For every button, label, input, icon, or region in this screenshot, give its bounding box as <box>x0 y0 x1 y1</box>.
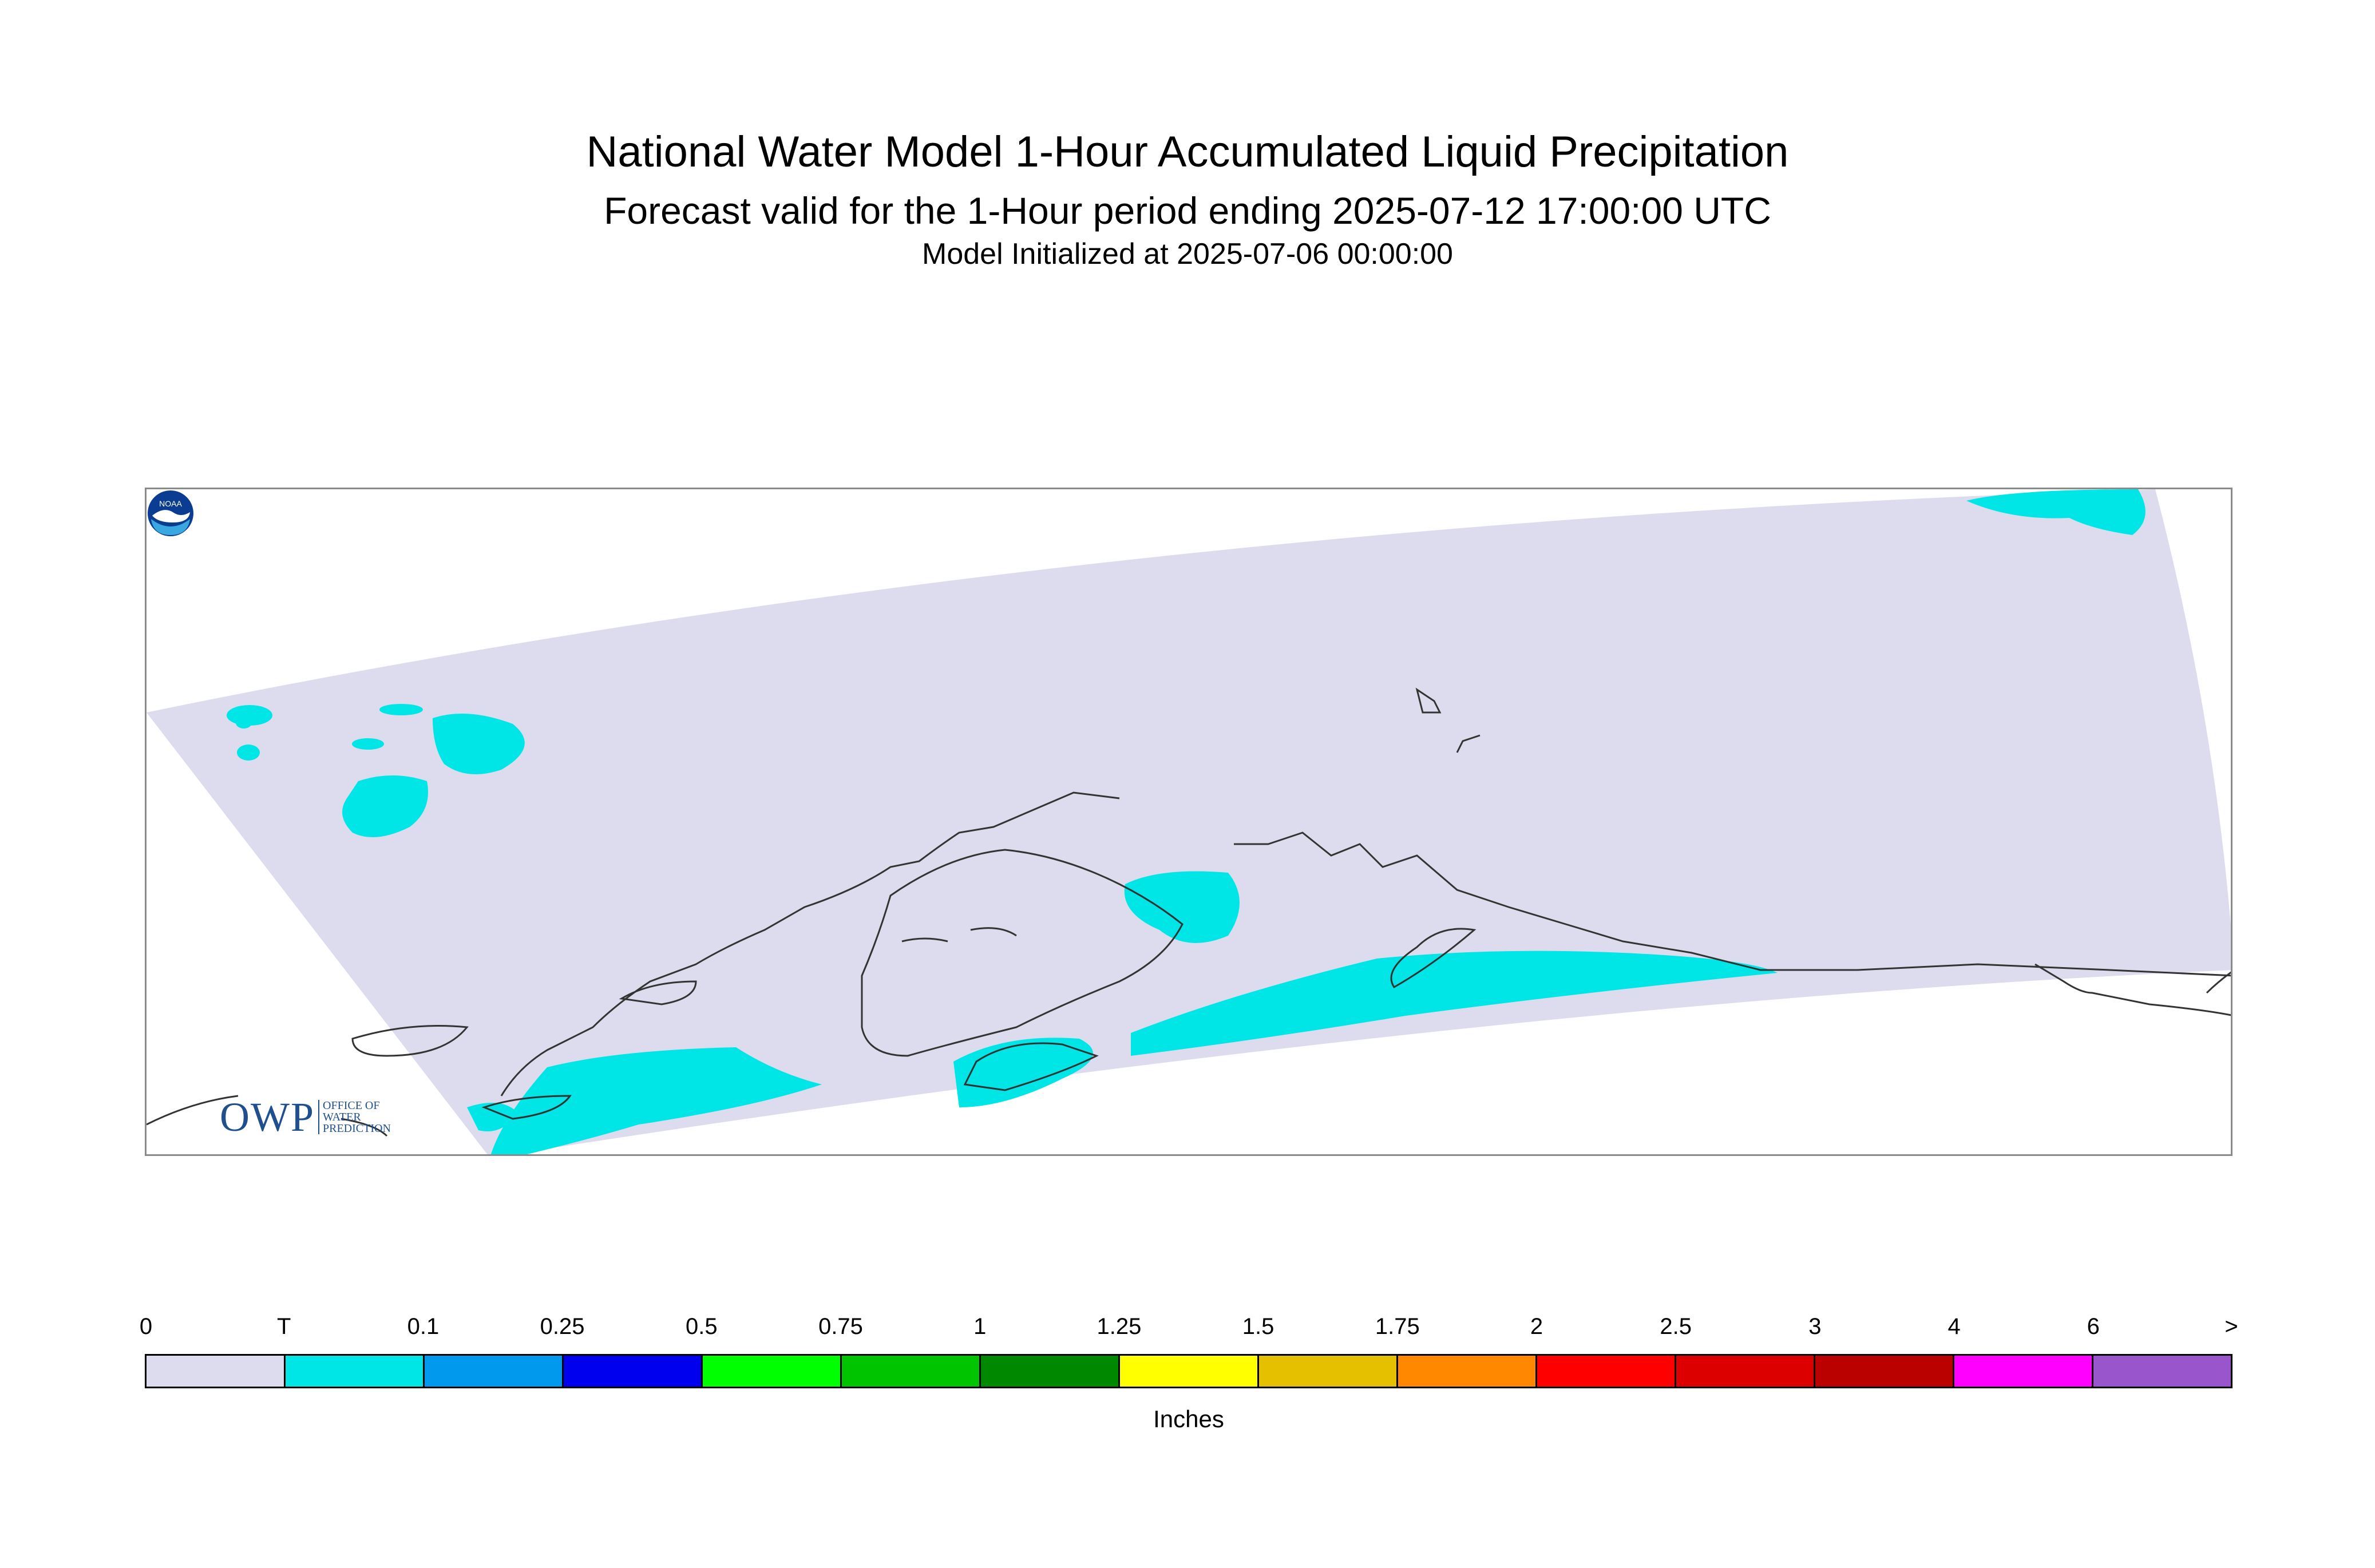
legend-swatch <box>425 1356 564 1387</box>
outside-domain-topright <box>2155 489 2231 925</box>
legend-swatch <box>286 1356 425 1387</box>
legend-swatch <box>1676 1356 1815 1387</box>
coastline <box>351 1025 469 1057</box>
coastline <box>619 980 697 1005</box>
color-legend: 0 T 0.1 0.25 0.5 0.75 1 1.25 1.5 1.75 2 2.5 3 4 6 > Inc… <box>140 1314 2238 1446</box>
coastline <box>2034 963 2231 1016</box>
coastline <box>1234 831 2231 977</box>
legend-tick-label: 1 <box>973 1314 987 1339</box>
legend-tick-label: 1.25 <box>1097 1314 1142 1339</box>
legend-tick-label: 0.1 <box>407 1314 440 1339</box>
map-canvas <box>147 489 2231 1154</box>
precip-area <box>379 704 423 715</box>
precip-area <box>237 745 260 761</box>
precip-area <box>1966 489 2146 535</box>
legend-tick-label: 0.5 <box>685 1314 718 1339</box>
legend-swatch <box>842 1356 981 1387</box>
legend-swatch <box>564 1356 703 1387</box>
legend-swatch <box>1259 1356 1398 1387</box>
map-panel: OWP OFFICE OF WATER PREDICTION NOAA <box>145 488 2232 1156</box>
legend-swatch <box>981 1356 1120 1387</box>
coastline <box>500 791 1120 1096</box>
coastlines <box>147 687 2231 1137</box>
coastline <box>1390 928 1477 988</box>
legend-tick-label: 0 <box>139 1314 153 1339</box>
legend-tick-label: T <box>276 1314 291 1339</box>
precip-area <box>1124 871 1240 943</box>
owp-logo-text: OFFICE OF WATER PREDICTION <box>318 1100 391 1134</box>
legend-tick-label: 0.75 <box>818 1314 863 1339</box>
precip-area <box>236 717 252 728</box>
legend-swatch <box>1537 1356 1676 1387</box>
legend-tick-label: 4 <box>1948 1314 1961 1339</box>
map-title: National Water Model 1-Hour Accumulated … <box>586 128 1789 176</box>
legend-swatch <box>1398 1356 1537 1387</box>
coastline <box>970 927 1017 937</box>
legend-tick-label: 6 <box>2087 1314 2100 1339</box>
legend-tick-label: 2 <box>1530 1314 1543 1339</box>
legend-tick-label: 1.5 <box>1242 1314 1274 1339</box>
legend-tick-label: > <box>2224 1314 2238 1339</box>
legend-unit-label: Inches <box>1153 1405 1224 1432</box>
precip-area <box>467 1103 518 1131</box>
precip-area <box>1131 951 1778 1056</box>
coastline <box>2206 971 2231 994</box>
precip-area <box>490 1047 822 1154</box>
model-initialized-subtitle: Model Initialized at 2025-07-06 00:00:00 <box>922 237 1453 271</box>
forecast-valid-subtitle: Forecast valid for the 1-Hour period end… <box>604 189 1771 232</box>
owp-logo-line: PREDICTION <box>323 1122 391 1135</box>
owp-logo-line: WATER <box>323 1111 361 1123</box>
coastline <box>341 1118 388 1137</box>
owp-logo-line: OFFICE OF <box>323 1099 380 1112</box>
noaa-logo: NOAA <box>148 490 193 536</box>
outside-domain-bottom <box>512 970 2231 1154</box>
coastline <box>963 1042 1099 1091</box>
owp-logo-mark: OWP <box>220 1094 315 1140</box>
precip-trace-areas <box>227 489 2146 1154</box>
coastline <box>901 937 948 943</box>
coastline <box>147 1095 239 1126</box>
coastline <box>1415 687 1442 714</box>
coastline <box>1456 734 1481 753</box>
legend-swatch <box>1954 1356 2093 1387</box>
model-domain-area <box>147 489 2231 1154</box>
legend-color-bar <box>145 1354 2232 1388</box>
coastline <box>861 849 1183 1057</box>
legend-swatch <box>1815 1356 1954 1387</box>
legend-tick-label: 2.5 <box>1660 1314 1692 1339</box>
noaa-logo-text: NOAA <box>159 499 182 508</box>
precip-area <box>433 714 525 774</box>
legend-swatch <box>703 1356 842 1387</box>
coastline <box>481 1095 572 1120</box>
legend-swatch <box>2093 1356 2231 1387</box>
legend-swatch <box>1120 1356 1259 1387</box>
precip-area <box>342 775 428 837</box>
legend-tick-label: 3 <box>1808 1314 1822 1339</box>
legend-tick-label: 1.75 <box>1375 1314 1420 1339</box>
legend-swatch <box>147 1356 286 1387</box>
precip-area <box>352 738 384 750</box>
legend-tick-label: 0.25 <box>540 1314 585 1339</box>
owp-logo: OWP OFFICE OF WATER PREDICTION <box>220 1094 391 1140</box>
